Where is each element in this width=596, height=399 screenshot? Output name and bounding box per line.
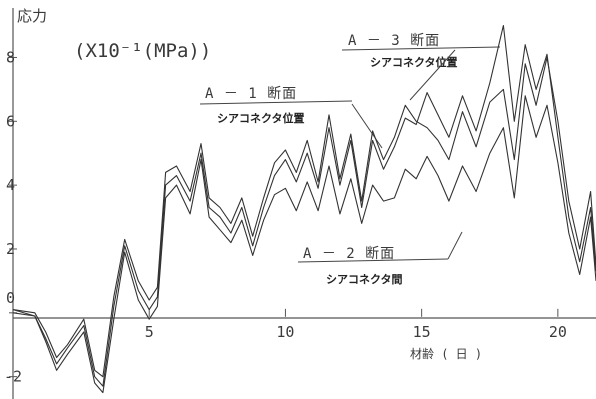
annotation-a2-subtitle: シアコネクタ間	[326, 273, 403, 286]
x-tick-label: 5	[145, 323, 154, 341]
annotation-a1-title: A － 1 断面	[205, 86, 297, 102]
annotation-a2-underline	[297, 258, 449, 263]
x-tick-label: 10	[276, 323, 294, 341]
annotation-a3-underline	[341, 46, 501, 51]
annotation-a1: A － 1 断面 シアコネクタ位置	[199, 86, 383, 149]
annotation-a2-leader	[447, 231, 463, 260]
annotation-a1-leader	[351, 103, 383, 149]
y-tick-label: -2	[4, 368, 22, 386]
x-axis-label: 材齢 ( 日 )	[410, 346, 482, 361]
annotation-a3: A － 3 断面 シアコネクタ位置	[341, 33, 501, 101]
annotation-a1-subtitle: シアコネクタ位置	[217, 111, 305, 125]
annotation-a3-leader	[409, 49, 456, 101]
y-tick-label: 0	[6, 289, 15, 307]
series-line-1	[12, 56, 596, 378]
series-layer	[12, 24, 596, 394]
annotation-a3-title: A － 3 断面	[348, 33, 440, 49]
x-tick-label: 15	[413, 323, 431, 341]
unit-label: (X10⁻¹(MPa))	[74, 40, 211, 62]
y-tick-label: 2	[6, 240, 15, 258]
y-axis-label: 応力	[17, 7, 47, 25]
x-tick-label: 20	[549, 323, 567, 341]
series-line-2	[12, 95, 596, 394]
y-tick-label: 6	[6, 112, 15, 130]
series-line-3	[12, 24, 596, 387]
y-tick-label: 4	[6, 176, 15, 194]
annotation-a3-subtitle: シアコネクタ位置	[370, 55, 458, 69]
ticks-layer: -2 0 2 4 6 8 5 10 15 20	[4, 48, 567, 385]
annotation-a2: A － 2 断面 シアコネクタ間	[297, 231, 463, 286]
annotation-a1-underline	[199, 100, 353, 105]
y-tick-label: 8	[6, 48, 15, 66]
annotation-a2-title: A － 2 断面	[303, 246, 395, 262]
